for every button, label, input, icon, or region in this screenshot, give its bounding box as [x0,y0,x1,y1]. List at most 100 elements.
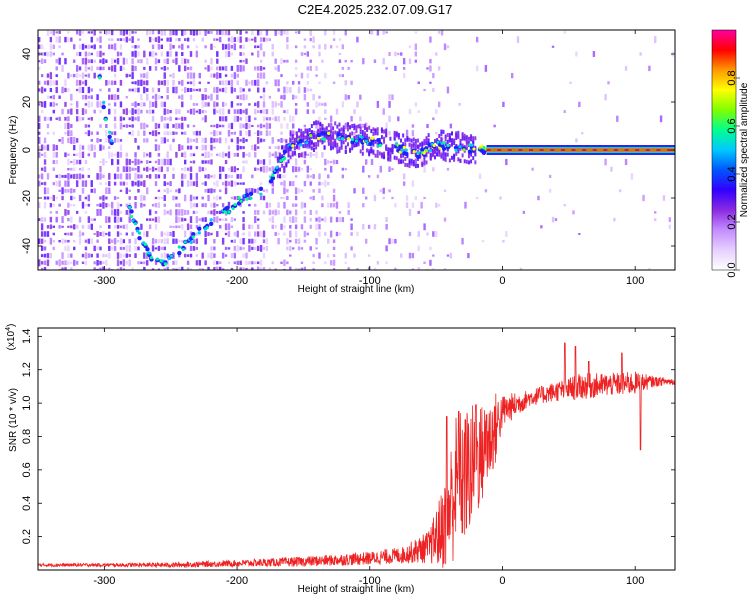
spectrogram-cell [183,30,187,36]
carrier-peak [656,149,661,151]
spectrogram-cell [122,166,126,173]
spectrogram-cell [408,231,412,237]
spectrogram-cell [38,259,41,267]
signal-blob-halo [145,247,150,252]
signal-blob [191,235,195,239]
spectrogram-cell [219,30,222,35]
spectrogram-band-cell [444,134,447,139]
spectrogram-cell [201,182,204,185]
spectrogram-cell [119,217,123,222]
spectrogram-cell [239,45,242,49]
spectrogram-cell [303,45,307,49]
spectrogram-cell [213,209,216,216]
spectrogram-band-cell [402,133,405,138]
spectrogram-cell [294,103,298,106]
spectrogram-cell [75,73,79,79]
spectrogram-cell [397,116,400,122]
spectrogram-cell [292,146,295,149]
spectrogram-band-cell [310,146,313,151]
spectrogram-cell [99,31,102,34]
spectrogram-band-cell [404,142,407,147]
spectrogram-cell [96,239,99,243]
spectrogram-cell [154,100,158,108]
signal-blob-halo [467,149,473,154]
spectrogram-cell [531,167,534,171]
spectrogram-cell [335,217,339,223]
spectrogram-cell [332,259,336,266]
spectrogram-cell [242,94,245,101]
signal-blob [110,139,114,143]
spectrogram-cell [192,181,196,186]
spectrogram-cell [163,203,166,207]
spectrogram-cell [40,223,44,231]
spectrogram-cell [90,138,93,142]
spectrogram-cell [128,259,131,267]
spectrogram-band-cell [327,123,330,128]
spectrogram-cell [64,123,67,129]
spectrogram-cell [256,50,260,58]
spectrogram-cell [181,30,184,36]
spectrogram-cell [122,117,126,121]
spectrogram-cell [166,37,169,42]
spectrogram-cell [169,131,172,136]
signal-blob [438,146,442,150]
carrier-peak [571,149,576,151]
spectrogram-cell [52,44,55,49]
spectrogram-cell [122,30,126,36]
signal-blob [305,141,309,145]
spectrogram-cell [289,239,292,243]
spectrogram-cell [49,43,53,50]
spectrogram-cell [248,103,251,106]
spectrogram-band-cell [470,152,473,157]
spectrogram-cell [224,173,228,179]
spectrogram-cell [154,174,158,179]
spectrogram-band-cell [289,155,292,160]
spectrogram-cell [475,36,479,43]
spectrogram-cell [64,87,67,93]
spectrogram-cell [169,51,172,57]
signal-blob-halo [137,235,142,241]
spectrogram-cell [259,166,263,172]
snr-background [38,328,675,570]
spectrogram-cell [140,101,143,107]
spectrogram-cell [43,246,47,251]
spectrogram-band-cell [434,138,437,143]
spectrogram-cell [186,260,190,265]
spectrogram-band-cell [329,129,332,134]
spectrogram-cell [236,144,239,151]
spectrogram-cell [318,231,321,237]
spectrogram-cell [303,180,307,187]
spectrogram-cell [315,210,318,215]
spectrogram-cell [122,268,126,270]
spectrogram-cell [96,137,99,143]
spectrogram-cell [300,261,304,264]
spectrogram-cell [216,94,219,100]
spectrogram-cell [143,231,146,237]
spectrogram-cell [367,175,371,178]
spectrogram-cell [432,117,435,121]
spectrogram-cell [105,30,108,35]
spectrogram-cell [362,58,365,65]
spectrogram-cell [230,253,234,259]
spectrogram-cell [61,216,64,224]
spectrogram-cell [324,261,327,265]
spectrogram-cell [67,130,70,137]
spectrogram-cell [294,166,298,172]
spectrogram-cell [443,43,447,51]
spectrogram-cell [73,44,76,50]
spectrogram-cell [113,43,117,51]
spectrogram-cell [189,72,193,79]
spectrogram-cell [78,51,82,57]
spectrogram-cell [359,94,362,100]
spectrogram-cell [186,81,190,84]
spectrogram-cell [169,189,172,193]
spectrogram-cell [75,101,79,108]
spectrogram-cell [274,79,277,87]
spectrogram-cell [192,153,196,157]
spectrogram-cell [143,130,146,136]
spectrogram-cell [84,180,88,187]
spectrogram-cell [297,30,301,34]
spectrogram-cell [99,138,102,142]
spectrogram-band-cell [329,140,332,145]
spectrogram-cell [143,266,146,270]
